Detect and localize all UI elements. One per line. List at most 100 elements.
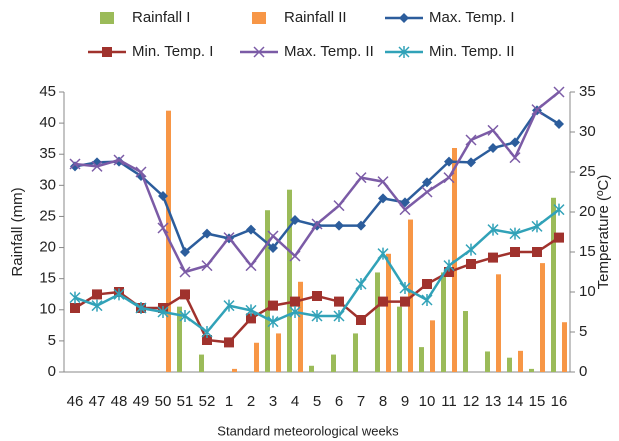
marker: [487, 124, 499, 136]
marker: [290, 215, 300, 225]
marker: [135, 166, 147, 178]
marker: [444, 267, 454, 277]
marker: [488, 252, 498, 263]
x-tick-label: 50: [155, 393, 172, 410]
marker: [510, 137, 520, 148]
marker: [290, 296, 300, 307]
bar: [419, 347, 424, 372]
x-tick-label: 9: [401, 393, 409, 410]
x-tick-label: 11: [441, 393, 457, 410]
marker: [223, 299, 235, 312]
legend-label: Rainfall II: [284, 9, 347, 26]
marker: [422, 279, 432, 289]
bar: [551, 197, 556, 372]
bar: [309, 365, 314, 372]
marker: [312, 291, 322, 301]
legend-label: Min. Temp. I: [132, 43, 213, 60]
bar: [276, 333, 281, 372]
legend-marker: [102, 47, 112, 57]
marker: [245, 260, 257, 272]
marker: [531, 220, 543, 233]
marker: [157, 306, 169, 318]
y-tick-label: 30: [39, 176, 56, 193]
marker: [201, 326, 213, 338]
bar: [518, 350, 523, 372]
y2-tick-label: 35: [579, 83, 596, 100]
y2-tick-label: 15: [579, 243, 596, 260]
marker: [377, 247, 389, 260]
marker: [443, 259, 455, 272]
y2-tick-label: 10: [579, 283, 596, 300]
marker: [355, 172, 367, 184]
x-tick-label: 51: [177, 393, 194, 410]
marker: [268, 300, 278, 311]
marker: [488, 143, 498, 153]
x-tick-label: 7: [357, 393, 365, 410]
x-tick-label: 16: [551, 393, 568, 410]
bar: [353, 333, 358, 372]
x-tick-label: 3: [269, 393, 277, 410]
marker: [377, 176, 389, 188]
bar: [331, 354, 336, 372]
y-tick-label: 40: [39, 114, 56, 131]
legend-label: Max. Temp. I: [429, 9, 515, 26]
x-axis-title: Standard meteorological weeks: [217, 423, 399, 438]
x-tick-label: 47: [89, 393, 106, 410]
bar: [265, 210, 270, 372]
marker: [202, 335, 212, 345]
y-tick-label: 5: [48, 332, 56, 349]
bar: [507, 357, 512, 372]
x-tick-label: 13: [485, 393, 502, 410]
marker: [113, 288, 125, 301]
line: [74, 236, 560, 344]
marker: [399, 204, 411, 216]
marker: [201, 260, 213, 272]
marker: [554, 119, 564, 129]
marker: [444, 156, 454, 167]
marker: [334, 296, 344, 307]
legend-swatch: [252, 12, 266, 24]
marker: [421, 186, 433, 198]
bar: [485, 351, 490, 372]
marker: [356, 220, 366, 231]
y2-tick-label: 20: [579, 203, 596, 220]
marker: [400, 296, 410, 307]
y2-tick-label: 0: [579, 363, 587, 380]
bar: [199, 354, 204, 372]
x-tick-label: 46: [67, 393, 84, 410]
marker: [92, 289, 102, 300]
marker: [289, 250, 301, 262]
legend-swatch: [100, 12, 114, 24]
marker: [69, 158, 81, 170]
y-tick-label: 10: [39, 301, 56, 318]
marker: [334, 220, 344, 231]
bar: [375, 272, 380, 372]
marker: [246, 313, 256, 324]
marker: [422, 177, 432, 188]
marker: [466, 259, 476, 269]
marker: [443, 172, 455, 184]
marker: [509, 152, 521, 164]
legend-label: Max. Temp. II: [284, 43, 374, 60]
marker: [465, 243, 477, 256]
marker: [355, 278, 367, 290]
marker: [246, 224, 256, 235]
marker: [245, 304, 257, 317]
legend-marker: [253, 46, 265, 58]
x-tick-label: 2: [247, 393, 255, 410]
y2-tick-label: 5: [579, 323, 587, 340]
x-tick-label: 5: [313, 393, 321, 410]
y-axis-title: Rainfall (mm): [9, 187, 26, 276]
marker: [289, 306, 301, 318]
marker: [91, 160, 103, 172]
marker: [509, 227, 521, 240]
bar: [441, 272, 446, 372]
y2-tick-label: 30: [579, 123, 596, 140]
marker: [158, 191, 168, 201]
marker: [553, 86, 565, 98]
y-tick-label: 20: [39, 239, 56, 256]
x-tick-label: 8: [379, 393, 387, 410]
bar: [529, 368, 534, 372]
marker: [532, 247, 542, 257]
